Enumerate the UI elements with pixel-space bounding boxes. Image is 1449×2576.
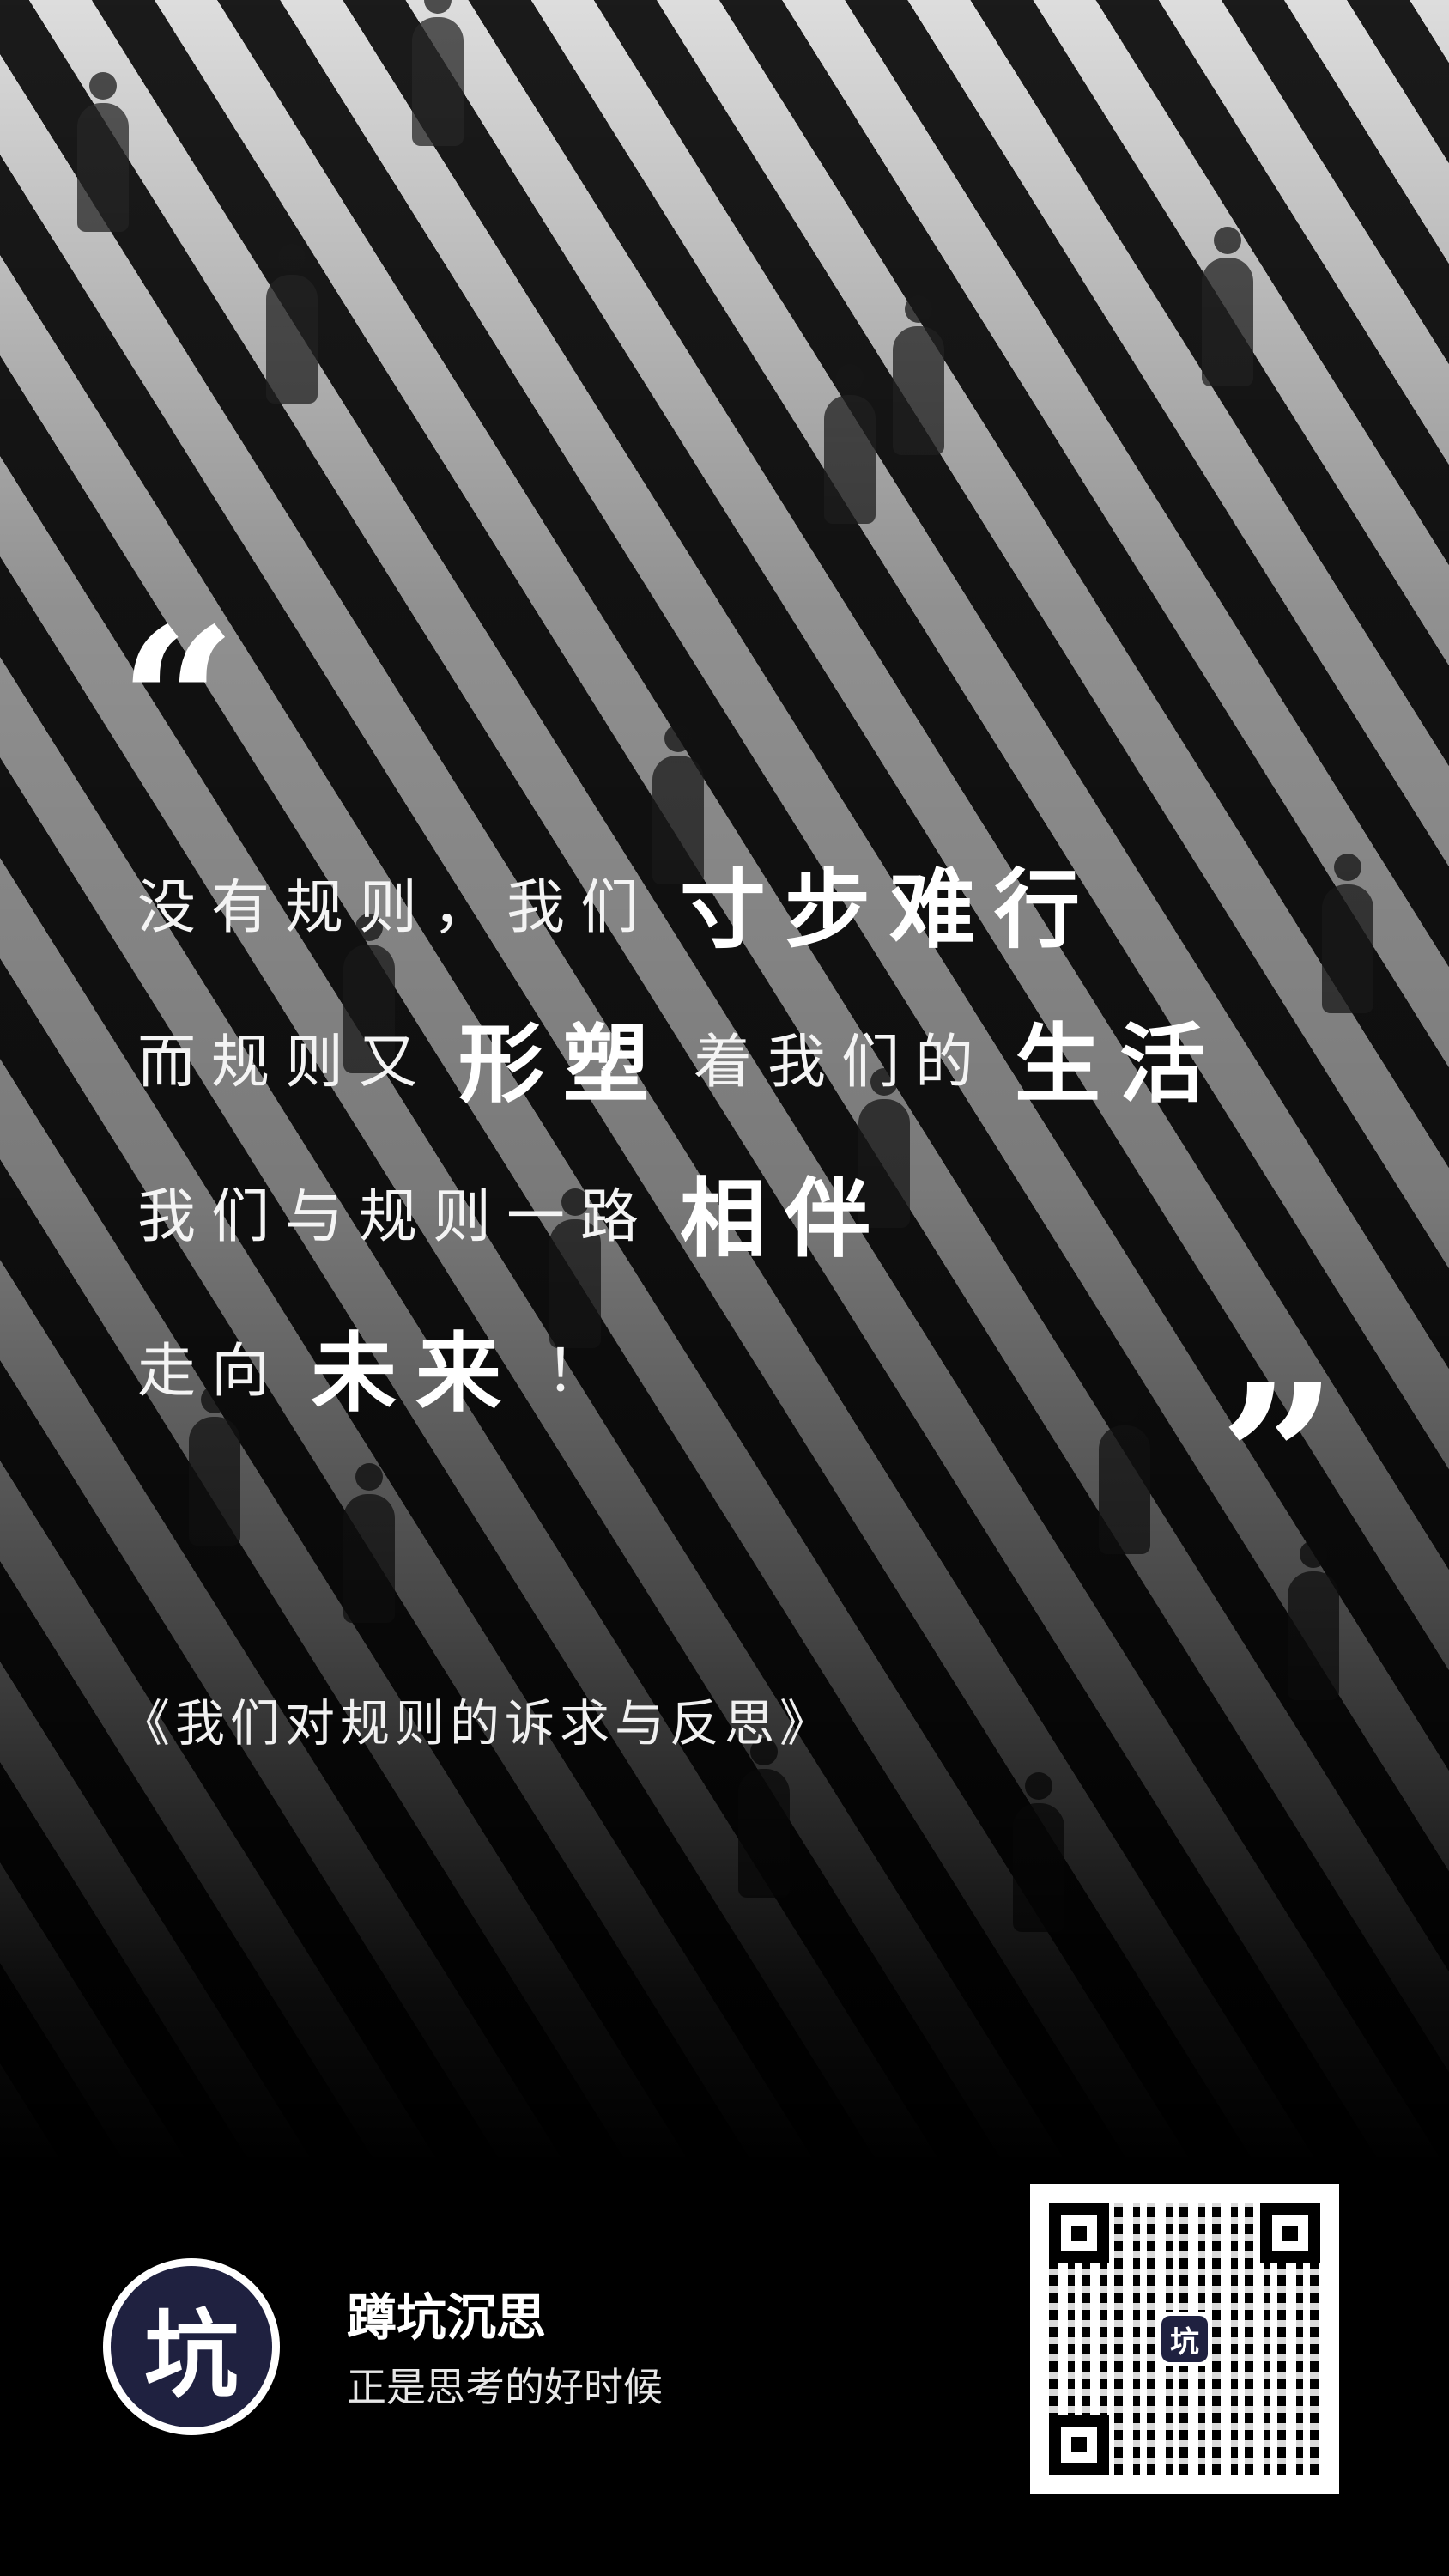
quote-line: 而规则又 形塑 着我们的 生活	[137, 979, 1391, 1133]
quote-plain-text: 着我们的	[694, 1028, 990, 1097]
qr-finder-pattern	[1260, 2203, 1320, 2263]
book-title: 《我们对规则的诉求与反思》	[120, 1694, 835, 1753]
photo-dark-overlay	[0, 0, 1449, 2164]
close-quote-mark: ”	[1219, 1339, 1338, 1581]
quote-text: 没有规则，我们 寸步难行 而规则又 形塑 着我们的 生活 我们与规则一路 相伴 …	[137, 824, 1391, 1443]
quote-emphasis-text: 形塑	[458, 1013, 669, 1115]
quote-line: 我们与规则一路 相伴	[137, 1133, 1391, 1288]
qr-finder-pattern	[1049, 2203, 1109, 2263]
logo-glyph: 坑	[111, 2266, 272, 2427]
brand-logo: 坑	[103, 2258, 280, 2435]
brand-tagline: 正是思考的好时候	[347, 2364, 663, 2410]
qr-center-logo: 坑	[1157, 2312, 1212, 2366]
quote-plain-text: 我们与规则一路	[137, 1182, 655, 1251]
quote-line: 走向 未来 ！	[137, 1288, 1391, 1443]
brand-name: 蹲坑沉思	[347, 2288, 547, 2347]
quote-emphasis-text: 寸步难行	[680, 859, 1100, 960]
quote-emphasis-text: 未来	[311, 1322, 521, 1424]
open-quote-mark: “	[118, 583, 238, 825]
quote-plain-text: 没有规则，我们	[137, 873, 655, 942]
quote-plain-text: ！	[546, 1337, 621, 1406]
quote-emphasis-text: 生活	[1015, 1013, 1225, 1115]
quote-emphasis-text: 相伴	[680, 1168, 890, 1269]
quote-line: 没有规则，我们 寸步难行	[137, 824, 1391, 979]
qr-code[interactable]: 坑	[1030, 2184, 1339, 2494]
qr-finder-pattern	[1049, 2415, 1109, 2475]
quote-plain-text: 而规则又	[137, 1028, 433, 1097]
quote-plain-text: 走向	[137, 1337, 286, 1406]
qr-center-glyph: 坑	[1161, 2316, 1208, 2362]
